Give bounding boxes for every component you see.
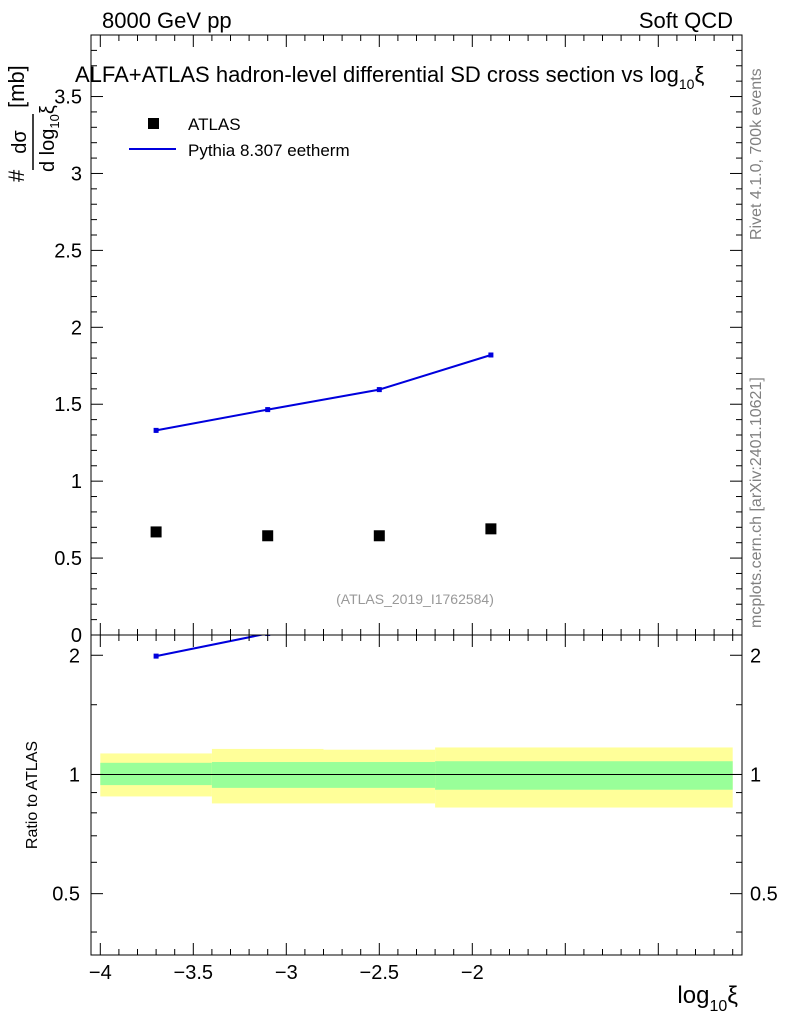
x-axis-label: log10ξ bbox=[677, 982, 738, 1015]
axis-ticks bbox=[91, 34, 742, 955]
legend-atlas-label: ATLAS bbox=[188, 115, 241, 134]
atlas-data-point-2 bbox=[373, 530, 385, 542]
xtick-label-3: −2.5 bbox=[360, 962, 399, 984]
ratio-uncertainty-bands bbox=[91, 747, 742, 808]
ratio-y-axis-label: Ratio to ATLAS bbox=[24, 741, 41, 849]
main-y-label-den-main: d log bbox=[37, 129, 59, 172]
xtick-label-2: −3 bbox=[275, 962, 298, 984]
main-ytick-label-3: 1.5 bbox=[54, 394, 82, 416]
ratio-ytick-label-right-0: 0.5 bbox=[750, 884, 778, 906]
legend: ATLAS Pythia 8.307 eetherm bbox=[129, 115, 350, 160]
ratio-mc-line bbox=[155, 635, 266, 658]
plot-title-sub: 10 bbox=[679, 76, 695, 92]
main-ytick-label-4: 2 bbox=[71, 317, 82, 339]
main-ytick-label-6: 3 bbox=[71, 163, 82, 185]
header-energy-label: 8000 GeV pp bbox=[102, 8, 232, 33]
ratio-ytick-label-left-0: 0.5 bbox=[52, 884, 80, 906]
x-axis-label-tail: ξ bbox=[727, 982, 738, 1009]
main-ytick-label-0: 0 bbox=[71, 625, 82, 647]
main-ytick-label-5: 2.5 bbox=[54, 240, 82, 262]
xtick-label-4: −2 bbox=[461, 962, 484, 984]
main-y-label-unit: [mb] bbox=[4, 65, 29, 108]
ratio-mc-point-2 bbox=[377, 616, 382, 621]
main-y-label-numerator: dσ bbox=[9, 130, 31, 154]
plot-title-main: ALFA+ATLAS hadron-level differential SD … bbox=[75, 62, 679, 87]
ratio-band-inner-3 bbox=[435, 761, 733, 790]
main-series bbox=[150, 352, 497, 542]
atlas-data-point-0 bbox=[150, 526, 162, 538]
main-y-label-den-tail: ξ bbox=[37, 105, 59, 114]
x-axis-label-sub: 10 bbox=[709, 998, 727, 1015]
mc-point-2 bbox=[376, 387, 382, 393]
ratio-ytick-label-left-1: 1 bbox=[69, 764, 80, 786]
mc-point-1 bbox=[265, 407, 271, 413]
xtick-label-0: −4 bbox=[89, 962, 112, 984]
header-category-label: Soft QCD bbox=[639, 8, 733, 33]
ratio-mc-point-0 bbox=[153, 653, 159, 659]
axis-tick-labels: 0 0.5 1 1.5 2 2.5 3 3.5 0.5 0.5 1 1 2 2 −4 −3.5 −3 −2.5 −2 bbox=[52, 87, 778, 984]
mc-point-3 bbox=[488, 352, 494, 358]
main-y-label-denominator: d log10ξ bbox=[37, 105, 62, 172]
x-axis-label-main: log bbox=[677, 982, 709, 1009]
legend-pythia-label: Pythia 8.307 eetherm bbox=[188, 141, 350, 160]
main-ytick-label-7: 3.5 bbox=[54, 87, 82, 109]
ratio-panel-frame bbox=[90, 634, 743, 956]
plot-title-tail: ξ bbox=[694, 62, 704, 87]
atlas-data-point-3 bbox=[485, 523, 497, 535]
legend-atlas-marker bbox=[148, 118, 159, 129]
xtick-label-1: −3.5 bbox=[174, 962, 213, 984]
ratio-ytick-label-left-2: 2 bbox=[69, 645, 80, 667]
plot-title: ALFA+ATLAS hadron-level differential SD … bbox=[75, 62, 704, 92]
analysis-watermark: (ATLAS_2019_I1762584) bbox=[336, 591, 494, 607]
mc-line bbox=[155, 354, 492, 432]
main-y-axis-label: # dσ d log10ξ [mb] bbox=[4, 65, 62, 182]
main-ytick-label-1: 0.5 bbox=[54, 548, 82, 570]
mcplots-reference-label: mcplots.cern.ch [arXiv:2401.10621] bbox=[748, 377, 765, 628]
main-ytick-label-2: 1 bbox=[71, 471, 82, 493]
mc-point-0 bbox=[153, 427, 159, 433]
main-y-label-den-sub: 10 bbox=[47, 114, 62, 128]
ratio-ytick-label-right-2: 2 bbox=[750, 645, 761, 667]
main-y-label-prefix: # bbox=[4, 169, 29, 182]
ratio-ytick-label-right-1: 1 bbox=[750, 764, 761, 786]
rivet-version-label: Rivet 4.1.0, 700k events bbox=[748, 68, 765, 240]
atlas-data-point-1 bbox=[262, 530, 274, 542]
